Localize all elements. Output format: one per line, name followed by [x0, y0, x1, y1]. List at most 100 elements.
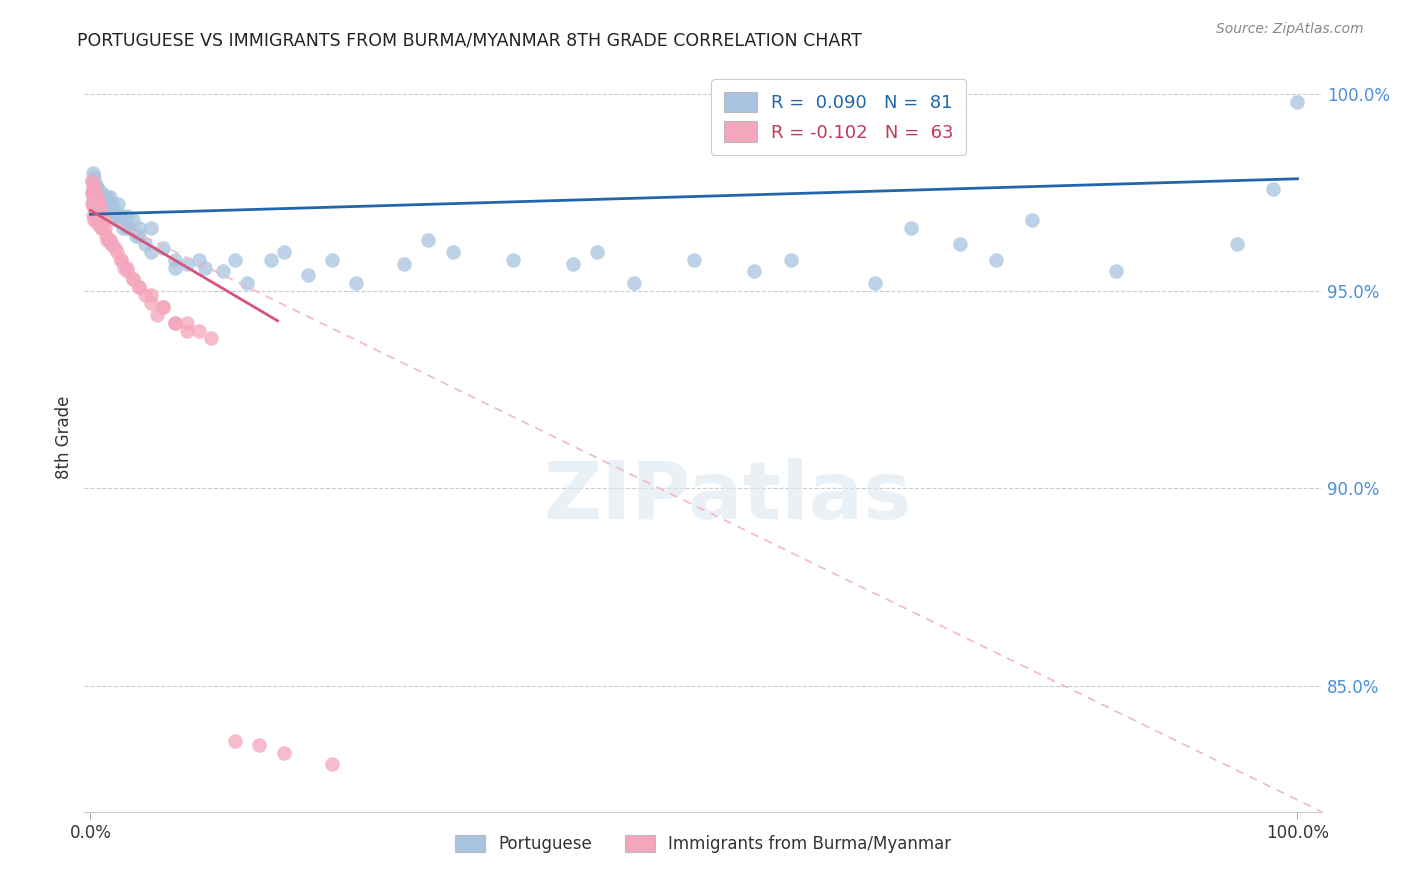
Point — [115, 209, 138, 223]
Point — [418, 233, 440, 247]
Point — [105, 213, 128, 227]
Point — [86, 194, 108, 208]
Point — [107, 197, 129, 211]
Point — [86, 194, 108, 208]
Point — [128, 229, 150, 244]
Point — [94, 202, 117, 216]
Point — [562, 256, 585, 270]
Point — [247, 738, 270, 752]
Point — [200, 331, 222, 345]
Point — [98, 233, 121, 247]
Point — [110, 252, 132, 267]
Point — [224, 252, 246, 267]
Point — [236, 277, 259, 291]
Point — [100, 205, 122, 219]
Point — [93, 189, 115, 203]
Point — [89, 205, 111, 219]
Point — [134, 236, 156, 251]
Point — [110, 252, 132, 267]
Point — [87, 202, 110, 216]
Point — [86, 205, 108, 219]
Point — [146, 308, 169, 322]
Point — [86, 213, 108, 227]
Point — [94, 209, 117, 223]
Point — [84, 189, 107, 203]
Text: ZIPatlas: ZIPatlas — [544, 458, 912, 536]
Point — [86, 197, 108, 211]
Point — [87, 213, 110, 227]
Point — [139, 221, 162, 235]
Point — [94, 221, 117, 235]
Point — [176, 324, 198, 338]
Point — [97, 197, 120, 211]
Point — [321, 757, 343, 772]
Point — [98, 189, 121, 203]
Point — [121, 272, 143, 286]
Point — [1226, 236, 1249, 251]
Point — [96, 189, 118, 203]
Point — [115, 264, 138, 278]
Point — [863, 277, 886, 291]
Point — [900, 221, 922, 235]
Point — [128, 280, 150, 294]
Point — [176, 256, 198, 270]
Point — [139, 288, 162, 302]
Point — [176, 316, 198, 330]
Point — [103, 209, 125, 223]
Point — [93, 213, 115, 227]
Point — [97, 233, 120, 247]
Point — [82, 194, 104, 208]
Point — [344, 277, 367, 291]
Point — [91, 186, 114, 200]
Point — [80, 174, 103, 188]
Point — [152, 300, 174, 314]
Point — [90, 197, 112, 211]
Point — [321, 252, 343, 267]
Point — [115, 260, 138, 275]
Point — [94, 197, 117, 211]
Point — [86, 178, 108, 192]
Point — [94, 229, 117, 244]
Point — [86, 217, 108, 231]
Point — [163, 316, 186, 330]
Point — [297, 268, 319, 283]
Point — [80, 186, 103, 200]
Point — [1263, 181, 1285, 195]
Point — [112, 260, 135, 275]
Point — [683, 252, 706, 267]
Point — [86, 189, 108, 203]
Point — [87, 197, 110, 211]
Point — [91, 221, 114, 235]
Point — [100, 236, 122, 251]
Point — [1105, 264, 1128, 278]
Point — [121, 272, 143, 286]
Point — [134, 288, 156, 302]
Point — [118, 221, 141, 235]
Point — [84, 209, 107, 223]
Point — [91, 209, 114, 223]
Point — [125, 229, 148, 244]
Point — [163, 316, 186, 330]
Point — [89, 202, 111, 216]
Point — [394, 256, 416, 270]
Point — [80, 174, 103, 188]
Point — [212, 264, 235, 278]
Point — [82, 181, 104, 195]
Point — [128, 221, 150, 235]
Point — [273, 746, 295, 760]
Point — [441, 244, 464, 259]
Point — [80, 197, 103, 211]
Point — [111, 221, 134, 235]
Point — [90, 205, 112, 219]
Point — [96, 233, 118, 247]
Point — [103, 241, 125, 255]
Point — [84, 197, 107, 211]
Point — [623, 277, 645, 291]
Point — [1021, 213, 1043, 227]
Point — [101, 197, 124, 211]
Legend: Portuguese, Immigrants from Burma/Myanmar: Portuguese, Immigrants from Burma/Myanma… — [449, 828, 957, 860]
Point — [83, 169, 105, 184]
Point — [82, 209, 104, 223]
Point — [103, 205, 125, 219]
Point — [128, 280, 150, 294]
